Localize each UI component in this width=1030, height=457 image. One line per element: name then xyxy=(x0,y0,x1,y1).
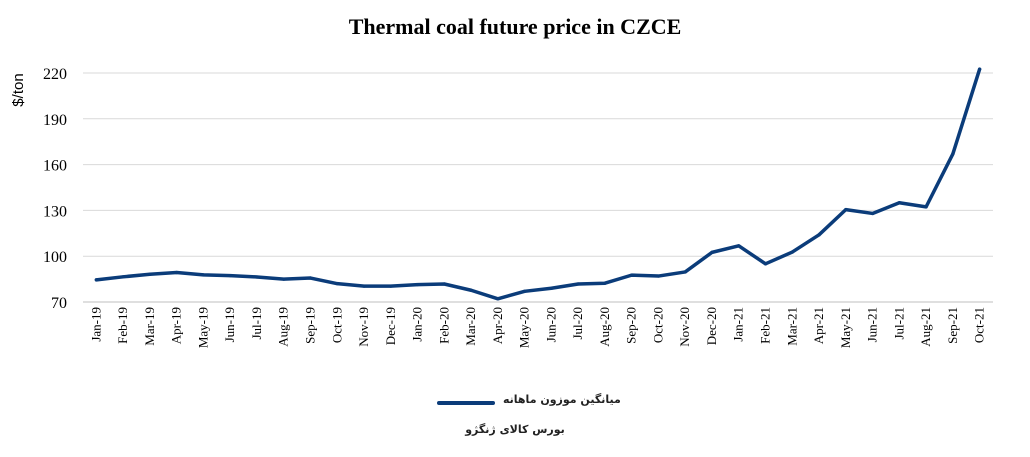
x-tick-label: Aug-19 xyxy=(276,307,291,347)
x-tick-label: Jan-21 xyxy=(731,307,746,342)
y-axis-label: $/ton xyxy=(10,73,27,106)
x-tick-label: Dec-20 xyxy=(704,307,719,345)
data-point xyxy=(870,211,875,216)
data-point xyxy=(656,274,661,278)
data-point xyxy=(282,277,286,281)
y-tick-label: 190 xyxy=(43,112,67,129)
data-point xyxy=(683,270,687,274)
legend-subtitle: بورس کالای ژنگژو xyxy=(465,423,565,436)
x-tick-label: May-19 xyxy=(195,307,210,348)
x-tick-label: Oct-21 xyxy=(972,307,987,343)
data-point xyxy=(603,281,607,285)
data-point xyxy=(201,273,206,277)
data-point xyxy=(951,152,955,156)
legend: میانگین موزون ماهانه بورس کالای ژنگژو xyxy=(0,390,1030,440)
y-tick-label: 220 xyxy=(43,66,67,83)
data-point xyxy=(121,275,125,279)
data-point xyxy=(94,278,98,282)
data-point xyxy=(469,288,473,292)
data-point xyxy=(710,250,714,254)
data-point xyxy=(255,275,259,279)
x-tick-label: Oct-20 xyxy=(650,307,665,343)
data-point xyxy=(897,201,901,205)
x-tick-label: Jun-21 xyxy=(865,307,880,342)
data-point xyxy=(389,284,393,288)
x-tick-label: Mar-21 xyxy=(784,307,799,346)
y-tick-label: 160 xyxy=(43,158,67,175)
x-tick-label: Feb-20 xyxy=(436,307,451,344)
x-tick-label: Jul-21 xyxy=(891,307,906,340)
x-tick-label: Apr-19 xyxy=(169,307,184,344)
legend-label: میانگین موزون ماهانه xyxy=(503,393,621,406)
y-tick-label: 100 xyxy=(43,249,67,266)
x-tick-label: Sep-20 xyxy=(624,307,639,344)
data-point xyxy=(844,208,848,212)
x-tick-label: May-20 xyxy=(517,307,532,348)
x-tick-label: Jul-19 xyxy=(249,307,264,340)
data-point xyxy=(790,250,794,254)
data-point xyxy=(763,262,768,266)
x-tick-label: Sep-21 xyxy=(945,307,960,344)
data-point xyxy=(442,282,446,286)
x-tick-label: Feb-19 xyxy=(115,307,130,344)
y-axis: 70 100 130 160 190 220 $/ton xyxy=(10,66,67,312)
x-tick-label: Jun-19 xyxy=(222,307,237,342)
x-tick-label: Aug-20 xyxy=(597,307,612,347)
legend-swatch xyxy=(437,401,495,405)
series-line xyxy=(94,67,982,301)
data-point xyxy=(576,282,580,286)
x-tick-label: Mar-19 xyxy=(142,307,157,346)
data-point xyxy=(335,282,339,286)
x-tick-label: Oct-19 xyxy=(329,307,344,343)
data-point xyxy=(308,276,313,280)
data-point xyxy=(549,286,553,290)
x-axis: Jan-19 Feb-19 Mar-19 Apr-19 May-19 Jun-19 Jul-… xyxy=(83,301,993,348)
data-point xyxy=(924,205,928,209)
x-tick-label: Apr-21 xyxy=(811,307,826,344)
data-point xyxy=(228,273,232,278)
data-point xyxy=(148,272,152,276)
x-tick-label: Jul-20 xyxy=(570,307,585,340)
data-point xyxy=(175,270,179,275)
data-point xyxy=(630,273,634,277)
x-tick-label: Mar-20 xyxy=(463,307,478,346)
x-tick-label: Dec-19 xyxy=(383,307,398,345)
y-tick-label: 130 xyxy=(43,203,67,220)
y-tick-label: 70 xyxy=(51,295,67,312)
x-tick-label: Nov-20 xyxy=(677,307,692,347)
gridlines xyxy=(83,72,993,303)
chart-title: Thermal coal future price in CZCE xyxy=(348,14,682,39)
x-tick-label: Feb-21 xyxy=(758,307,773,344)
data-point xyxy=(362,284,366,288)
line-chart: 70 100 130 160 190 220 $/ton Jan-19 Feb-19 Mar-1… xyxy=(10,66,993,348)
x-tick-label: Sep-19 xyxy=(303,307,318,344)
x-tick-label: Jun-20 xyxy=(543,307,558,342)
data-point xyxy=(737,244,741,248)
x-tick-label: May-21 xyxy=(838,307,853,348)
x-tick-label: Jan-20 xyxy=(410,307,425,342)
data-point xyxy=(415,282,420,287)
x-tick-label: Nov-19 xyxy=(356,307,371,347)
data-point xyxy=(523,289,527,293)
data-point xyxy=(978,67,982,71)
data-point xyxy=(817,233,821,237)
x-tick-label: Jan-19 xyxy=(88,307,103,342)
data-point xyxy=(496,297,500,301)
series-layer xyxy=(94,67,982,301)
x-tick-label: Apr-20 xyxy=(490,307,505,344)
x-tick-label: Aug-21 xyxy=(918,307,933,347)
